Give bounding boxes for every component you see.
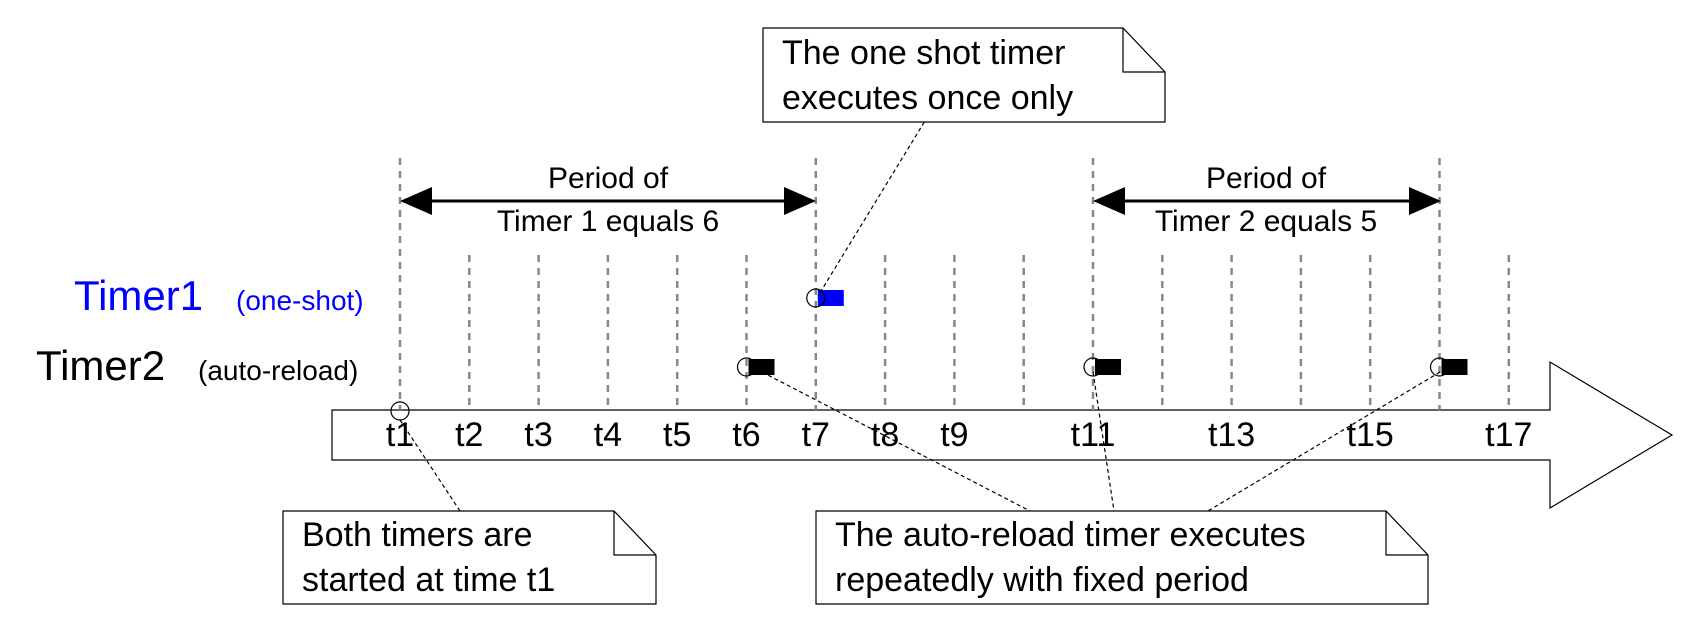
timer1-mode: (one-shot) bbox=[236, 285, 364, 316]
tick-label-t5: t5 bbox=[663, 416, 691, 454]
note-auto-reload bbox=[815, 510, 1429, 605]
note-auto-reload-line1: The auto-reload timer executes bbox=[835, 516, 1306, 554]
timer2-mode: (auto-reload) bbox=[198, 355, 358, 386]
timer2-period-line1: Period of bbox=[1206, 162, 1327, 195]
timer1-execution-marker bbox=[806, 288, 844, 308]
tick-label-t15: t15 bbox=[1347, 416, 1394, 454]
note-auto-reload-line2: repeatedly with fixed period bbox=[835, 561, 1249, 599]
note-one-shot-line1: The one shot timer bbox=[782, 34, 1065, 72]
tick-label-t17: t17 bbox=[1485, 416, 1532, 454]
note-start-line2: started at time t1 bbox=[302, 561, 555, 599]
note-one-shot-line2: executes once only bbox=[782, 79, 1073, 117]
tick-label-t11: t11 bbox=[1071, 416, 1116, 454]
tick-label-t2: t2 bbox=[455, 416, 483, 454]
tick-gridlines bbox=[398, 158, 1511, 410]
tick-label-t8: t8 bbox=[871, 416, 899, 454]
note-start bbox=[282, 510, 657, 605]
timer1-period-arrow bbox=[400, 187, 816, 215]
timer1-period-line2: Timer 1 equals 6 bbox=[497, 205, 719, 238]
timer2-execution-marker bbox=[1429, 357, 1468, 377]
callout-connectors bbox=[399, 115, 1441, 512]
timer2-execution-marker bbox=[736, 357, 775, 377]
execution-markers bbox=[736, 288, 1468, 377]
tick-labels: t1 t2 t3 t4 t5 t6 t7 t8 t9 t11 t13 t15 t17 bbox=[386, 416, 1533, 454]
note-one-shot bbox=[762, 27, 1166, 123]
timer1-name: Timer1 bbox=[74, 272, 203, 319]
tick-label-t9: t9 bbox=[940, 416, 968, 454]
tick-label-t4: t4 bbox=[594, 416, 622, 454]
timer2-execution-marker bbox=[1083, 357, 1121, 377]
note-start-line1: Both timers are bbox=[302, 516, 533, 554]
tick-label-t6: t6 bbox=[732, 416, 760, 454]
timer2-period-arrow bbox=[1093, 187, 1441, 215]
timer2-name: Timer2 bbox=[36, 342, 165, 389]
timer2-period-line2: Timer 2 equals 5 bbox=[1155, 205, 1377, 238]
tick-label-t7: t7 bbox=[802, 416, 830, 454]
time-axis-arrow bbox=[331, 360, 1674, 510]
tick-label-t13: t13 bbox=[1208, 416, 1255, 454]
tick-label-t3: t3 bbox=[524, 416, 552, 454]
timer1-period-line1: Period of bbox=[548, 162, 669, 195]
